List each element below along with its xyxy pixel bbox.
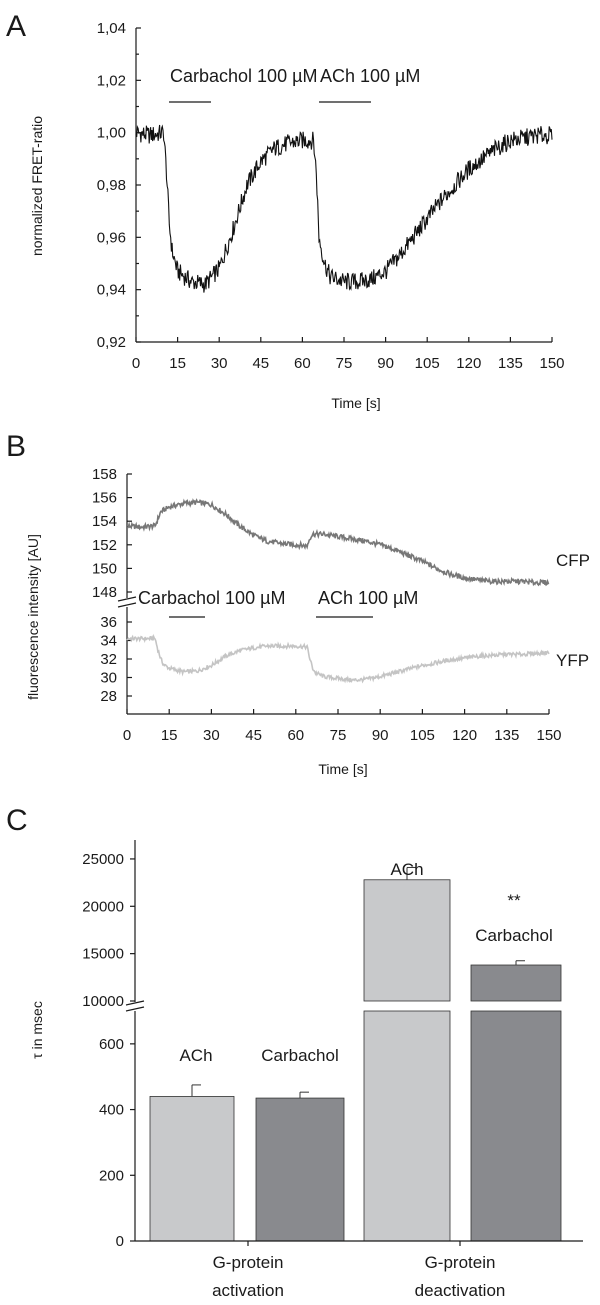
panel-a-y-tick-label: 1,00 bbox=[97, 125, 126, 142]
panel-b-x-axis-title: Time [s] bbox=[318, 761, 367, 777]
panel-a-y-ticks: 0,92 0,94 0,96 0,98 1,00 1,02 1,04 bbox=[97, 20, 141, 351]
panel-b-y-axis-title: fluorescence intensity [AU] bbox=[25, 534, 41, 700]
panel-a-y-tick-label: 1,02 bbox=[97, 72, 126, 89]
panel-b-cfp-label: CFP bbox=[556, 551, 590, 570]
panel-a-y-tick-label: 1,04 bbox=[97, 20, 126, 37]
panel-b-x-tick-label: 0 bbox=[123, 727, 131, 744]
panel-b: B fluorescence intensity [AU] Time [s] 0… bbox=[6, 430, 590, 777]
panel-a-x-tick-label: 0 bbox=[132, 355, 140, 372]
bar-ach-deactivation-lower-segment bbox=[363, 1010, 451, 1242]
panel-b-y-tick-label-upper: 154 bbox=[92, 513, 117, 530]
panel-a-y-tick-label: 0,92 bbox=[97, 334, 126, 351]
panel-b-y-tick-label-upper: 148 bbox=[92, 584, 117, 601]
panel-c: C τ in msec 0 200 400 600 10000 15000 20000 250… bbox=[6, 804, 583, 1300]
panel-b-x-tick-label: 30 bbox=[203, 727, 220, 744]
panel-b-x-tick-label: 135 bbox=[494, 727, 519, 744]
panel-c-y-tick-label-upper: 10000 bbox=[82, 993, 124, 1010]
panel-b-yfp-label: YFP bbox=[556, 651, 589, 670]
panel-c-y-tick-label-upper: 25000 bbox=[82, 851, 124, 868]
bar-carbachol-deactivation-lower-segment bbox=[470, 1010, 562, 1242]
panel-b-y-tick-label-upper: 152 bbox=[92, 537, 117, 554]
panel-b-y-tick-label-lower: 28 bbox=[100, 688, 117, 705]
panel-b-x-tick-label: 60 bbox=[287, 727, 304, 744]
panel-a-x-tick-label: 90 bbox=[377, 355, 394, 372]
panel-b-y-tick-label-lower: 30 bbox=[100, 670, 117, 687]
panel-a-x-ticks: 0 15 30 45 60 75 90 105 120 135 150 bbox=[132, 337, 565, 372]
bar-carbachol-deactivation bbox=[470, 964, 562, 1002]
panel-b-y-tick-label-upper: 150 bbox=[92, 560, 117, 577]
panel-a-annotation-carbachol: Carbachol 100 µM bbox=[169, 66, 317, 103]
panel-c-bars bbox=[149, 866, 562, 1246]
panel-a-annotation-ach: ACh 100 µM bbox=[319, 66, 420, 103]
panel-b-y-tick-label-lower: 34 bbox=[100, 633, 117, 650]
panel-b-annotation-ach: ACh 100 µM bbox=[316, 588, 418, 618]
panel-b-y-tick-label-lower: 36 bbox=[100, 614, 117, 631]
bar-carbachol-activation bbox=[255, 1097, 345, 1242]
group-label-activation: G-protein activation bbox=[212, 1253, 284, 1300]
panel-a-x-tick-label: 60 bbox=[294, 355, 311, 372]
panel-b-yfp-trace bbox=[126, 633, 550, 684]
panel-c-axes bbox=[125, 840, 583, 1242]
panel-a-y-tick-label: 0,94 bbox=[97, 282, 126, 299]
panel-a-y-axis-title: normalized FRET-ratio bbox=[29, 116, 45, 256]
panel-b-x-tick-label: 120 bbox=[452, 727, 477, 744]
panel-b-x-tick-label: 75 bbox=[330, 727, 347, 744]
panel-b-annotation-carbachol: Carbachol 100 µM bbox=[138, 588, 285, 618]
bar-label-ach-deactivation: ACh bbox=[390, 860, 423, 879]
panel-a-y-tick-label: 0,98 bbox=[97, 177, 126, 194]
panel-c-y-tick-label-lower: 200 bbox=[99, 1167, 124, 1184]
panel-b-x-tick-label: 90 bbox=[372, 727, 389, 744]
panel-b-x-ticks: 0 15 30 45 60 75 90 105 120 135 150 bbox=[123, 709, 562, 744]
panel-b-x-tick-label: 150 bbox=[536, 727, 561, 744]
panel-c-y-tick-label-lower: 0 bbox=[116, 1233, 124, 1250]
panel-a-annotation-carbachol-label: Carbachol 100 µM bbox=[170, 66, 317, 86]
panel-b-annotation-carbachol-label: Carbachol 100 µM bbox=[138, 588, 285, 608]
panel-b-letter: B bbox=[6, 430, 26, 463]
panel-c-letter: C bbox=[6, 804, 28, 837]
panel-a-x-tick-label: 15 bbox=[169, 355, 186, 372]
panel-a-fret-trace bbox=[135, 124, 553, 293]
panel-c-y-tick-label-lower: 400 bbox=[99, 1102, 124, 1119]
panel-b-y-tick-label-upper: 156 bbox=[92, 490, 117, 507]
bar-ach-activation bbox=[149, 1096, 235, 1242]
panel-b-y-tick-label-lower: 32 bbox=[100, 651, 117, 668]
panel-c-y-tick-label-upper: 20000 bbox=[82, 898, 124, 915]
panel-a-x-tick-label: 135 bbox=[498, 355, 523, 372]
bar-label-carbachol-deactivation: Carbachol bbox=[475, 926, 553, 945]
panel-c-y-ticks: 0 200 400 600 10000 15000 20000 25000 bbox=[82, 851, 135, 1250]
panel-b-x-tick-label: 15 bbox=[161, 727, 178, 744]
group-label-deactivation: G-protein deactivation bbox=[415, 1253, 506, 1300]
panel-a-annotation-ach-label: ACh 100 µM bbox=[320, 66, 420, 86]
group-label-activation-line2: activation bbox=[212, 1281, 284, 1300]
panel-a-x-tick-label: 105 bbox=[415, 355, 440, 372]
panel-c-y-tick-label-lower: 600 bbox=[99, 1036, 124, 1053]
bar-label-carbachol-activation: Carbachol bbox=[261, 1046, 339, 1065]
panel-b-y-tick-label-upper: 158 bbox=[92, 466, 117, 483]
panel-a-y-tick-label: 0,96 bbox=[97, 229, 126, 246]
panel-c-y-axis-title: τ in msec bbox=[29, 1001, 45, 1059]
bar-label-ach-activation: ACh bbox=[179, 1046, 212, 1065]
group-label-deactivation-line2: deactivation bbox=[415, 1281, 506, 1300]
panel-a-letter: A bbox=[6, 10, 26, 43]
panel-a-x-tick-label: 120 bbox=[456, 355, 481, 372]
panel-c-y-tick-label-upper: 15000 bbox=[82, 946, 124, 963]
panel-a-x-tick-label: 45 bbox=[252, 355, 269, 372]
panel-a: A normalized FRET-ratio Time [s] 0 15 30 45… bbox=[6, 10, 565, 411]
panel-a-x-tick-label: 75 bbox=[336, 355, 353, 372]
group-label-activation-line1: G-protein bbox=[213, 1253, 284, 1272]
panel-b-annotation-ach-label: ACh 100 µM bbox=[318, 588, 418, 608]
panel-b-x-tick-label: 105 bbox=[410, 727, 435, 744]
bar-ach-deactivation bbox=[363, 879, 451, 1002]
panel-a-x-tick-label: 150 bbox=[539, 355, 564, 372]
group-label-deactivation-line1: G-protein bbox=[425, 1253, 496, 1272]
significance-marker: ** bbox=[507, 891, 521, 910]
panel-a-x-axis-title: Time [s] bbox=[331, 395, 380, 411]
panel-a-x-tick-label: 30 bbox=[211, 355, 228, 372]
panel-b-x-tick-label: 45 bbox=[245, 727, 262, 744]
panel-b-cfp-trace bbox=[127, 498, 550, 587]
